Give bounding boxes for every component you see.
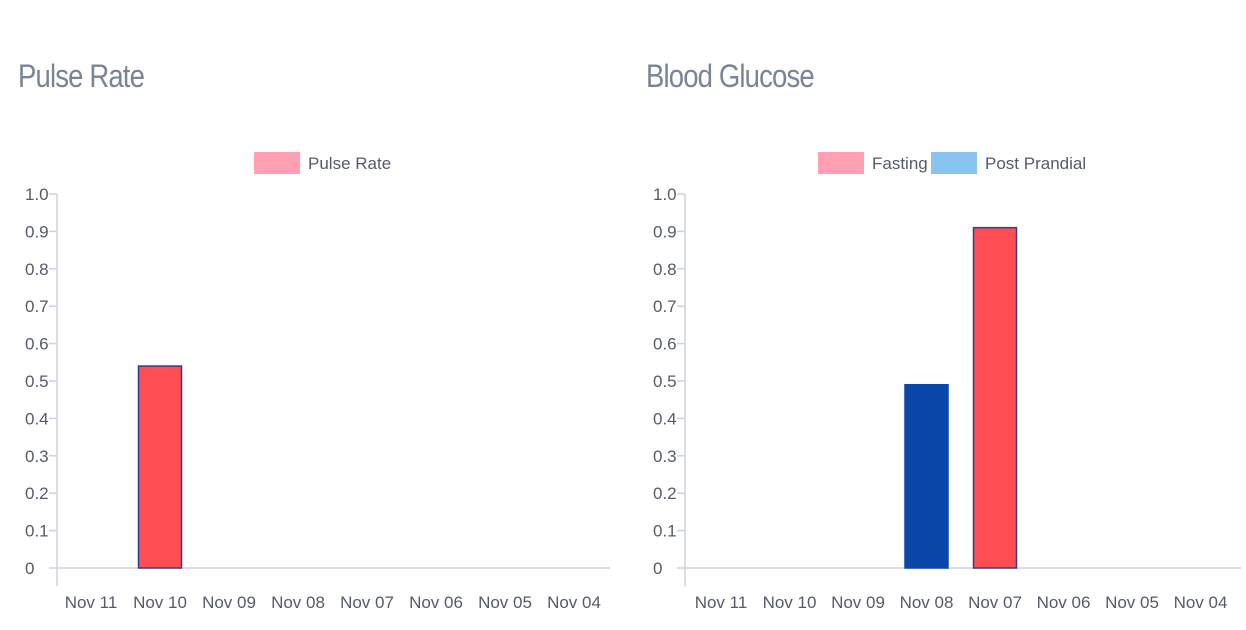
y-tick-label: 0	[653, 559, 662, 578]
pulse-rate-title: Pulse Rate	[18, 58, 145, 94]
legend-swatch	[818, 152, 864, 174]
y-tick-label: 0.1	[653, 522, 677, 541]
x-tick-label: Nov 05	[478, 593, 532, 612]
legend-swatch	[254, 152, 300, 174]
x-tick-label: Nov 04	[547, 593, 601, 612]
x-tick-label: Nov 09	[831, 593, 885, 612]
x-tick-label: Nov 06	[409, 593, 463, 612]
x-tick-label: Nov 11	[65, 593, 118, 612]
x-tick-label: Nov 06	[1037, 593, 1091, 612]
y-tick-label: 1.0	[653, 185, 677, 204]
x-tick-label: Nov 08	[900, 593, 954, 612]
legend-label[interactable]: Pulse Rate	[308, 154, 391, 173]
blood-glucose-chart: 0 0.1 0.2 0.3 0.4 0.5 0.6 0.7 0.8 0.9 1.0 Nov 11 Nov…	[653, 152, 1241, 612]
y-tick-label: 0.4	[653, 409, 677, 428]
legend-label[interactable]: Post Prandial	[985, 154, 1086, 173]
y-tick-label: 0.7	[653, 297, 677, 316]
y-tick-label: 0.6	[25, 335, 49, 354]
bar-post-prandial[interactable]	[904, 383, 949, 569]
y-tick-label: 0.5	[25, 372, 49, 391]
x-tick-label: Nov 09	[202, 593, 256, 612]
y-tick-label: 0.8	[25, 260, 49, 279]
y-tick-label: 0.6	[653, 335, 677, 354]
y-tick-label: 0.3	[25, 447, 49, 466]
x-tick-label: Nov 10	[763, 593, 817, 612]
y-tick-label: 0.2	[653, 484, 677, 503]
y-tick-label: 0.7	[25, 297, 49, 316]
x-tick-label: Nov 11	[695, 593, 748, 612]
bar-pulse-rate[interactable]	[137, 365, 183, 569]
y-tick-label: 0.9	[25, 222, 49, 241]
y-tick-label: 0.2	[25, 484, 49, 503]
y-tick-label: 0.5	[653, 372, 677, 391]
y-tick-label: 0.3	[653, 447, 677, 466]
y-tick-label: 0.8	[653, 260, 677, 279]
legend-swatch	[931, 152, 977, 174]
x-tick-label: Nov 04	[1174, 593, 1228, 612]
pulse-rate-chart: 0 0.1 0.2 0.3 0.4 0.5 0.6 0.7 0.8 0.9 1.0 Nov 11 Nov…	[25, 152, 610, 612]
x-tick-label: Nov 07	[968, 593, 1022, 612]
y-tick-label: 0.9	[653, 222, 677, 241]
y-tick-label: 0	[25, 559, 34, 578]
blood-glucose-title: Blood Glucose	[646, 58, 815, 94]
y-tick-label: 1.0	[25, 185, 49, 204]
bar-fasting[interactable]	[972, 226, 1018, 569]
y-tick-label: 0.1	[25, 522, 49, 541]
legend-label[interactable]: Fasting	[872, 154, 928, 173]
x-tick-label: Nov 10	[133, 593, 187, 612]
x-tick-label: Nov 08	[271, 593, 325, 612]
x-tick-label: Nov 07	[340, 593, 394, 612]
y-tick-label: 0.4	[25, 409, 49, 428]
x-tick-label: Nov 05	[1105, 593, 1159, 612]
